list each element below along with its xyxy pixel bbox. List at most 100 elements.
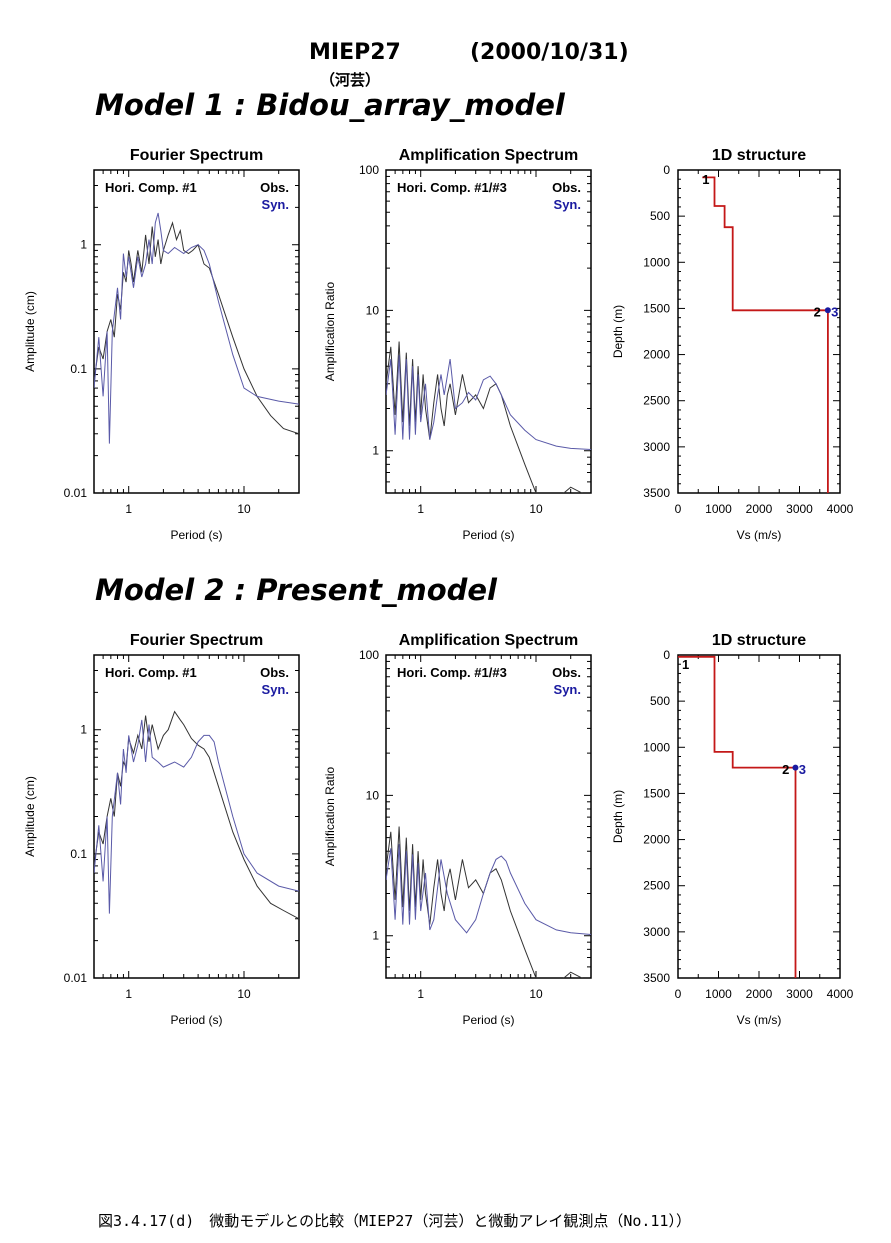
m1-fourier-legend-syn: Syn. bbox=[262, 197, 289, 212]
m2-struct-interface-marker bbox=[792, 764, 799, 771]
m1-struct-layer-label-1: 1 bbox=[702, 172, 709, 187]
m1-fourier-series-syn bbox=[94, 212, 299, 444]
m1-amp-x-tick-label: 10 bbox=[529, 502, 543, 516]
m2-amp-series-obs bbox=[386, 826, 583, 978]
m2-fourier-series-obs bbox=[94, 710, 299, 920]
m1-amp-legend-component: Hori. Comp. #1/#3 bbox=[397, 180, 507, 195]
model-2-title: Model 2 : Present_model bbox=[95, 573, 497, 607]
m1-struct-x-tick-label: 1000 bbox=[705, 502, 732, 516]
m2-struct-y-tick-label: 3500 bbox=[643, 971, 670, 985]
m1-struct-y-tick-label: 1500 bbox=[643, 301, 670, 315]
m1-amp-series-obs bbox=[386, 341, 583, 493]
m2-struct-x-tick-label: 2000 bbox=[746, 987, 773, 1001]
m1-amp-y-axis-label: Amplification Ratio bbox=[323, 281, 337, 381]
m2-amp-x-axis-label: Period (s) bbox=[462, 1013, 514, 1027]
m2-struct-x-axis-label: Vs (m/s) bbox=[737, 1013, 782, 1027]
m1-fourier-y-axis-label: Amplitude (cm) bbox=[23, 291, 37, 372]
m2-struct-vs-profile bbox=[678, 655, 797, 978]
m1-fourier-legend-obs: Obs. bbox=[260, 180, 289, 195]
m1-amp-title: Amplification Spectrum bbox=[399, 147, 579, 164]
m2-amp-y-axis-label: Amplification Ratio bbox=[323, 766, 337, 866]
m1-fourier-y-tick-label: 0.01 bbox=[64, 486, 88, 500]
m2-struct-x-tick-label: 3000 bbox=[786, 987, 813, 1001]
m1-struct-x-tick-label: 2000 bbox=[746, 502, 773, 516]
m1-amp-x-axis-label: Period (s) bbox=[462, 528, 514, 542]
station-code: MIEP27 bbox=[309, 40, 401, 65]
m1-struct-x-tick-label: 3000 bbox=[786, 502, 813, 516]
m1-struct-y-tick-label: 500 bbox=[650, 209, 670, 223]
m1-struct-frame bbox=[677, 169, 841, 494]
m1-struct-x-tick-label: 0 bbox=[675, 502, 682, 516]
m2-struct-title: 1D structure bbox=[712, 632, 806, 649]
m1-amp-x-tick-label: 1 bbox=[417, 502, 424, 516]
m1-struct-vs-profile bbox=[702, 176, 829, 493]
station-name-jp: （河芸） bbox=[320, 71, 381, 89]
m2-fourier-y-tick-label: 0.1 bbox=[70, 847, 87, 861]
m1-struct-layer-label-3: 3 bbox=[831, 305, 838, 320]
m2-amp-y-tick-label: 10 bbox=[366, 788, 380, 802]
m2-amp-series-syn bbox=[386, 844, 591, 935]
m2-struct-y-tick-label: 500 bbox=[650, 694, 670, 708]
m2-amp-x-tick-label: 1 bbox=[417, 987, 424, 1001]
m1-amp-series-syn bbox=[386, 355, 591, 450]
m2-fourier-legend-component: Hori. Comp. #1 bbox=[105, 665, 197, 680]
m2-fourier-y-tick-label: 1 bbox=[80, 723, 87, 737]
m1-fourier-frame bbox=[93, 169, 300, 494]
m2-struct-frame bbox=[677, 654, 841, 979]
m1-amp-y-tick-label: 1 bbox=[372, 444, 379, 458]
m2-struct-layer-label-2: 2 bbox=[782, 762, 789, 777]
m1-struct-y-tick-label: 2500 bbox=[643, 394, 670, 408]
m1-amp-frame bbox=[385, 169, 592, 494]
m2-struct-x-tick-label: 4000 bbox=[827, 987, 854, 1001]
m2-struct-layer-label-1: 1 bbox=[682, 657, 689, 672]
m2-amp-legend-component: Hori. Comp. #1/#3 bbox=[397, 665, 507, 680]
m2-struct-y-tick-label: 2000 bbox=[643, 833, 670, 847]
m1-amp-legend-syn: Syn. bbox=[554, 197, 581, 212]
m1-amp-y-tick-label: 100 bbox=[359, 163, 379, 177]
m1-struct-y-tick-label: 3500 bbox=[643, 486, 670, 500]
m2-fourier-title: Fourier Spectrum bbox=[130, 632, 263, 649]
m1-struct-title: 1D structure bbox=[712, 147, 806, 164]
m2-fourier-frame bbox=[93, 654, 300, 979]
m2-struct-y-tick-label: 1500 bbox=[643, 786, 670, 800]
m2-struct-y-axis-label: Depth (m) bbox=[611, 790, 625, 843]
m2-amp-y-tick-label: 100 bbox=[359, 648, 379, 662]
m1-amp-y-tick-label: 10 bbox=[366, 303, 380, 317]
m1-struct-y-tick-label: 2000 bbox=[643, 348, 670, 362]
m1-struct-y-axis-label: Depth (m) bbox=[611, 305, 625, 358]
m2-amp-x-tick-label: 10 bbox=[529, 987, 543, 1001]
m2-amp-y-tick-label: 1 bbox=[372, 929, 379, 943]
m2-struct-x-tick-label: 1000 bbox=[705, 987, 732, 1001]
m1-fourier-panel: 1 10 0.01 0.1 1 Fourier Spectrum Period (s) Amp… bbox=[23, 147, 300, 542]
m2-fourier-legend-obs: Obs. bbox=[260, 665, 289, 680]
m1-struct-interface-marker bbox=[824, 307, 831, 314]
m1-fourier-legend-component: Hori. Comp. #1 bbox=[105, 180, 197, 195]
m2-struct-y-tick-label: 3000 bbox=[643, 925, 670, 939]
m2-fourier-y-tick-label: 0.01 bbox=[64, 971, 88, 985]
m1-struct-x-axis-label: Vs (m/s) bbox=[737, 528, 782, 542]
m2-struct-y-tick-label: 1000 bbox=[643, 740, 670, 754]
m2-struct-layer-label-3: 3 bbox=[799, 762, 806, 777]
m1-struct-y-tick-label: 3000 bbox=[643, 440, 670, 454]
m1-fourier-y-tick-label: 0.1 bbox=[70, 362, 87, 376]
m2-fourier-x-tick-label: 10 bbox=[237, 987, 251, 1001]
m1-fourier-x-tick-label: 1 bbox=[125, 502, 132, 516]
m1-fourier-series-obs bbox=[94, 221, 299, 435]
m2-amp-legend-obs: Obs. bbox=[552, 665, 581, 680]
m1-fourier-y-tick-label: 1 bbox=[80, 238, 87, 252]
m2-fourier-legend-syn: Syn. bbox=[262, 682, 289, 697]
observation-date: (2000/10/31) bbox=[470, 40, 629, 65]
m1-amp-legend-obs: Obs. bbox=[552, 180, 581, 195]
m1-struct-x-tick-label: 4000 bbox=[827, 502, 854, 516]
m1-struct-y-tick-label: 1000 bbox=[643, 255, 670, 269]
figure-caption: 図3.4.17(d) 微動モデルとの比較（MIEP27（河芸）と微動アレイ観測点… bbox=[98, 1212, 691, 1230]
m1-fourier-x-tick-label: 10 bbox=[237, 502, 251, 516]
m2-struct-y-tick-label: 0 bbox=[663, 648, 670, 662]
m1-struct-layer-label-2: 2 bbox=[814, 305, 821, 320]
m2-amp-legend-syn: Syn. bbox=[554, 682, 581, 697]
m2-struct-x-tick-label: 0 bbox=[675, 987, 682, 1001]
m2-fourier-series-syn bbox=[94, 719, 299, 914]
m2-struct-y-tick-label: 2500 bbox=[643, 879, 670, 893]
m2-amp-frame bbox=[385, 654, 592, 979]
